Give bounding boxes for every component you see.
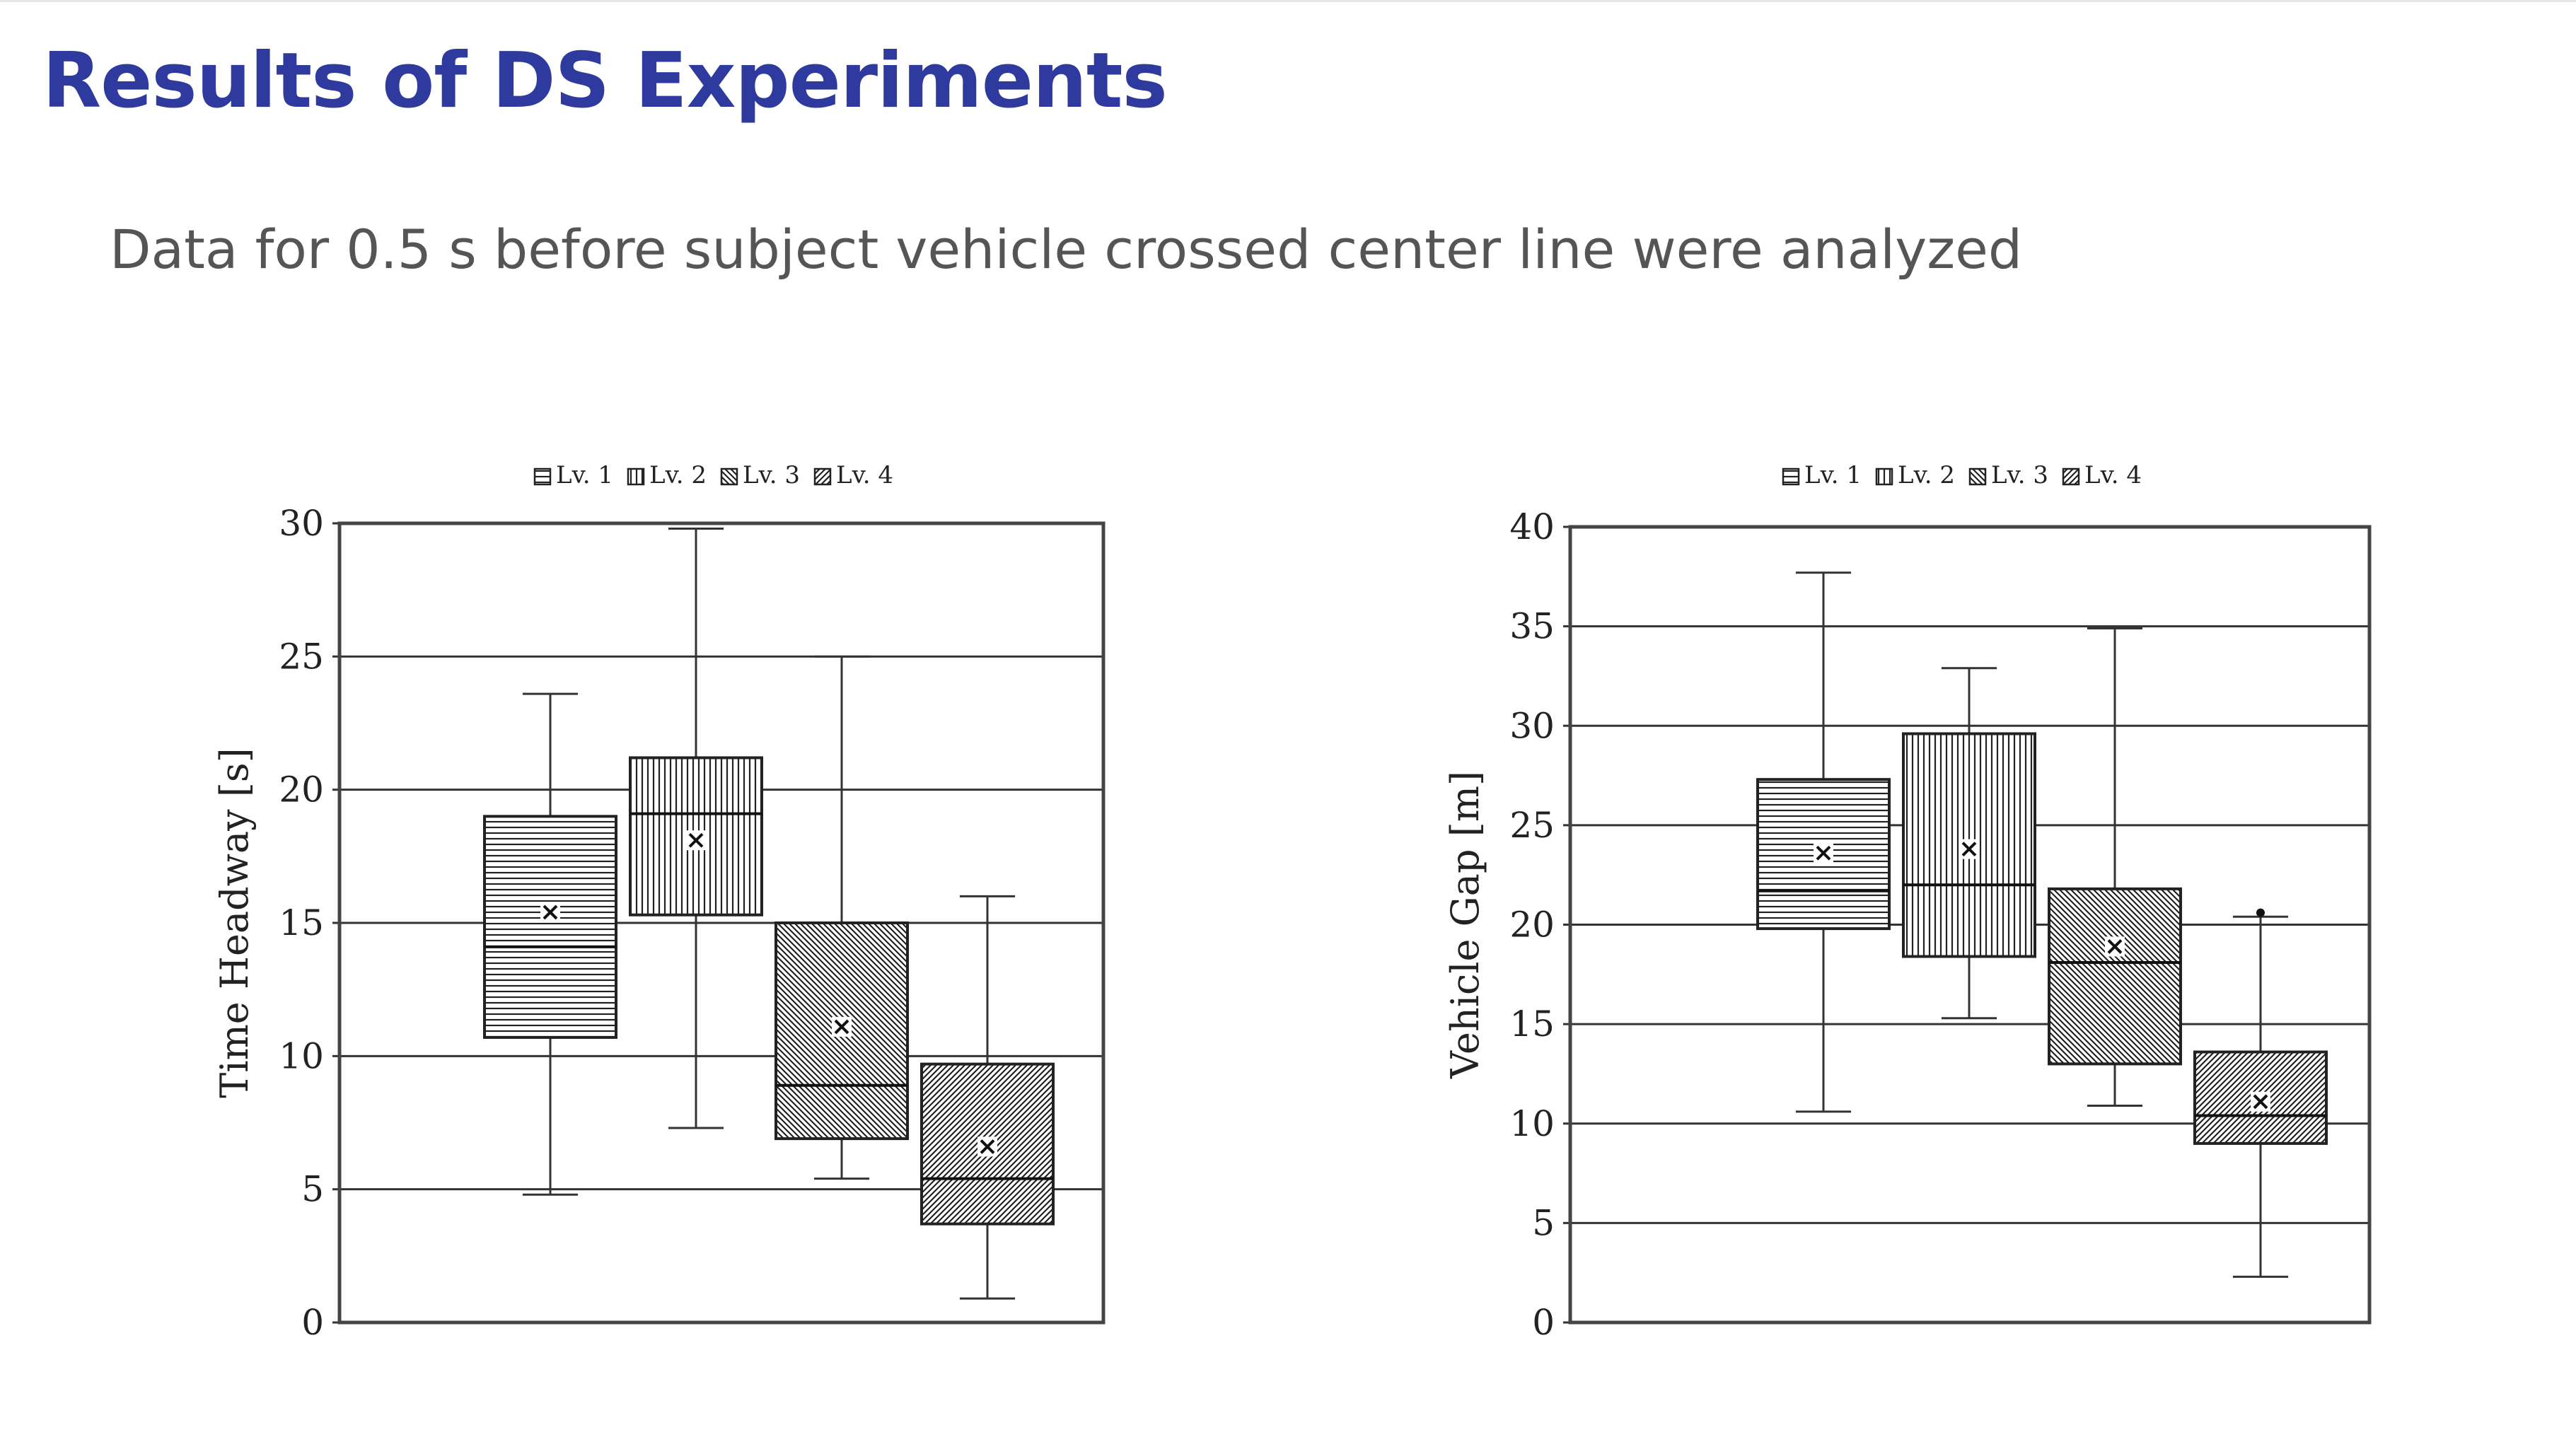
box-lv-3: [2048, 627, 2182, 1107]
y-axis-label: Time Headway [s]: [212, 748, 257, 1098]
legend-label: Lv. 1: [556, 461, 613, 489]
legend-label: Lv. 4: [2084, 461, 2142, 489]
y-tick-label: 0: [301, 1302, 324, 1343]
plot-frame: [1568, 525, 2372, 1325]
mean-marker: [1959, 839, 1979, 859]
y-tick-label: 25: [1509, 805, 1555, 846]
box-lv-1: [483, 692, 617, 1196]
box-lv-4: [2193, 908, 2328, 1278]
mean-marker: [977, 1136, 997, 1157]
y-tick-label: 10: [279, 1035, 324, 1076]
top-divider: [0, 0, 2576, 2]
legend-label: Lv. 3: [743, 461, 800, 489]
legend-swatch: [813, 467, 832, 486]
legend-label: Lv. 1: [1804, 461, 1862, 489]
page-title: Results of DS Experiments: [42, 37, 1168, 125]
box-lv-1: [1756, 571, 1891, 1113]
legend-item: Lv. 4: [2062, 461, 2142, 489]
y-tick-label: 30: [1509, 705, 1555, 746]
legend: Lv. 1 Lv. 2 Lv. 3 Lv. 4: [533, 461, 893, 489]
box-lv-2: [1902, 667, 2036, 1020]
y-tick-label: 5: [1532, 1202, 1555, 1243]
y-tick-label: 15: [1509, 1004, 1555, 1045]
mean-marker: [2105, 936, 2125, 957]
mean-marker: [1814, 843, 1833, 863]
y-tick-label: 20: [1509, 905, 1555, 946]
legend-label: Lv. 3: [1991, 461, 2048, 489]
plot-frame: [337, 521, 1106, 1325]
legend-item: Lv. 2: [627, 461, 707, 489]
legend: Lv. 1 Lv. 2 Lv. 3 Lv. 4: [1782, 461, 2142, 489]
legend-swatch: [533, 467, 552, 486]
y-tick-label: 25: [279, 636, 324, 677]
y-axis-label: Vehicle Gap [m]: [1443, 771, 1487, 1079]
legend-swatch: [627, 467, 645, 486]
legend-item: Lv. 2: [1875, 461, 1955, 489]
y-tick-label: 5: [301, 1169, 324, 1210]
legend-swatch: [1968, 467, 1987, 486]
box-lv-3: [774, 655, 909, 1180]
y-tick-label: 15: [279, 902, 324, 943]
legend-item: Lv. 1: [533, 461, 613, 489]
legend-swatch: [2062, 467, 2080, 486]
y-tick-label: 10: [1509, 1103, 1555, 1144]
legend-label: Lv. 2: [649, 461, 707, 489]
mean-marker: [2251, 1091, 2270, 1112]
y-tick-label: 20: [279, 769, 324, 810]
legend-item: Lv. 4: [813, 461, 893, 489]
y-tick-label: 0: [1532, 1302, 1555, 1343]
mean-marker: [540, 902, 560, 922]
legend-swatch: [720, 467, 738, 486]
legend-swatch: [1875, 467, 1893, 486]
legend-swatch: [1782, 467, 1800, 486]
legend-label: Lv. 2: [1898, 461, 1955, 489]
legend-item: Lv. 1: [1782, 461, 1862, 489]
mean-marker: [686, 830, 706, 851]
outlier-point: [2256, 908, 2265, 917]
legend-item: Lv. 3: [1968, 461, 2048, 489]
iqr-box: [483, 815, 617, 1039]
y-tick-label: 40: [1509, 506, 1555, 547]
mean-marker: [832, 1016, 852, 1037]
legend-item: Lv. 3: [720, 461, 800, 489]
legend-label: Lv. 4: [836, 461, 893, 489]
box-lv-2: [629, 528, 763, 1129]
box-lv-4: [920, 895, 1055, 1300]
y-tick-label: 35: [1509, 606, 1555, 647]
iqr-box: [2048, 887, 2182, 1066]
y-tick-label: 30: [279, 503, 324, 544]
page-subtitle: Data for 0.5 s before subject vehicle cr…: [110, 218, 2023, 281]
